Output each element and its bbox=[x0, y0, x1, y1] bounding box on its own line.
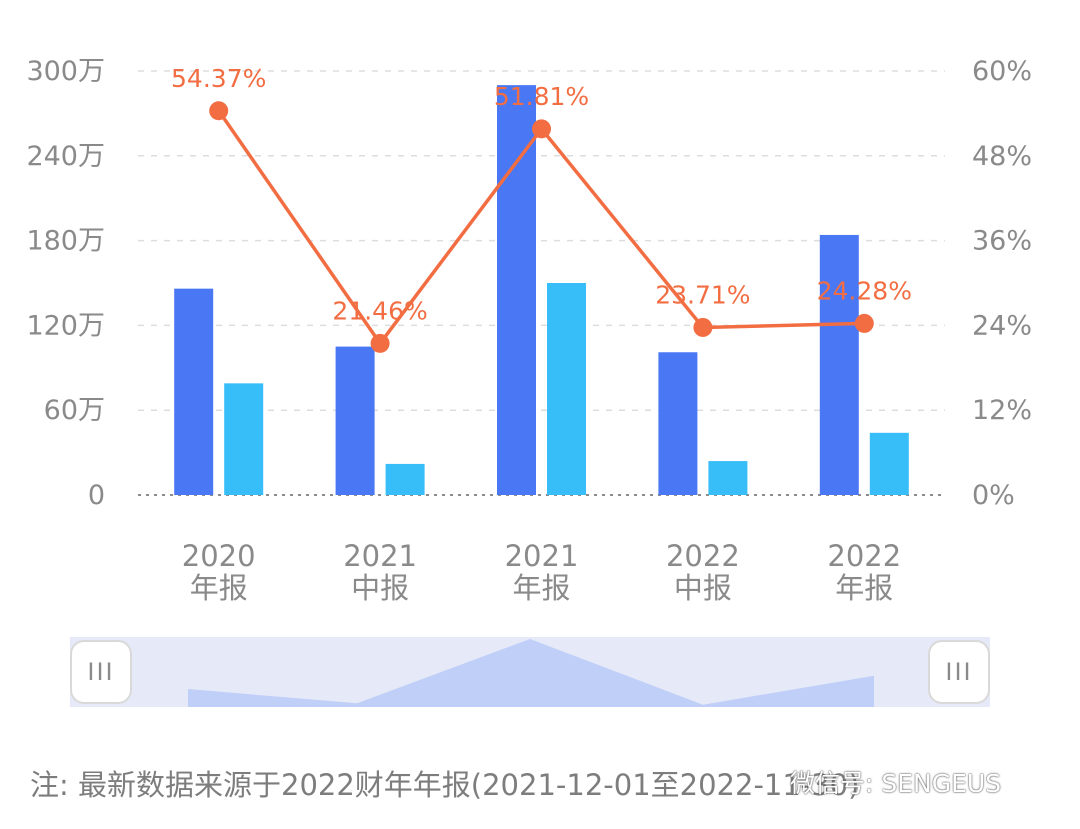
right-tick-label: 12% bbox=[972, 395, 1032, 426]
combo-chart: 0 60万 120万 180万 240万 300万 0% 12% 24% 36% 48% 60% 5… bbox=[26, 56, 1032, 605]
bars bbox=[174, 85, 909, 496]
category-label-year: 2022 bbox=[666, 539, 740, 573]
category-label-type: 年报 bbox=[512, 571, 570, 605]
footnote: 注: 最新数据来源于2022财年年报(2021-12-01至2022-11-30… bbox=[30, 768, 860, 802]
bar bbox=[708, 461, 748, 495]
data-label: 24.28% bbox=[817, 276, 912, 305]
left-tick-label: 300万 bbox=[26, 56, 105, 87]
left-tick-label: 120万 bbox=[26, 310, 105, 341]
line-point bbox=[209, 101, 229, 121]
category-label-year: 2022 bbox=[827, 539, 901, 573]
slider-preview bbox=[188, 639, 874, 707]
right-axis: 0% 12% 24% 36% 48% 60% bbox=[972, 56, 1032, 511]
category-label-year: 2021 bbox=[343, 539, 417, 573]
data-label: 54.37% bbox=[171, 64, 266, 93]
bar bbox=[224, 383, 264, 495]
zoom-slider[interactable]: III III bbox=[70, 637, 990, 707]
slider-area bbox=[188, 639, 874, 707]
bar bbox=[547, 283, 586, 495]
left-tick-label: 180万 bbox=[26, 226, 105, 257]
category-label-type: 中报 bbox=[674, 571, 732, 605]
bar bbox=[335, 346, 375, 495]
bar bbox=[869, 432, 909, 495]
category-label-type: 中报 bbox=[351, 571, 409, 605]
gridlines bbox=[138, 70, 945, 496]
left-axis: 0 60万 120万 180万 240万 300万 bbox=[26, 56, 105, 511]
category-label-type: 年报 bbox=[835, 571, 893, 605]
category-label-type: 年报 bbox=[190, 571, 248, 605]
ratio-line: 54.37% 21.46% 51.81% 23.71% 24.28% bbox=[171, 64, 912, 353]
bar bbox=[497, 85, 536, 495]
slider-left-handle[interactable]: III bbox=[70, 640, 132, 704]
line-point bbox=[854, 313, 874, 333]
line-path bbox=[217, 109, 865, 347]
slider-right-handle[interactable]: III bbox=[928, 640, 990, 704]
right-tick-label: 60% bbox=[972, 56, 1032, 87]
right-tick-label: 36% bbox=[972, 226, 1032, 257]
bar bbox=[658, 352, 698, 495]
bar bbox=[385, 463, 425, 495]
line-point bbox=[693, 317, 713, 337]
data-label: 21.46% bbox=[332, 296, 427, 325]
line-point bbox=[532, 119, 551, 139]
left-tick-label: 240万 bbox=[26, 141, 105, 172]
right-tick-label: 48% bbox=[972, 141, 1032, 172]
category-label-year: 2020 bbox=[182, 539, 256, 573]
watermark: 微信号: SENGEUS bbox=[790, 769, 1002, 798]
right-tick-label: 24% bbox=[972, 310, 1032, 341]
data-label: 51.81% bbox=[494, 82, 589, 111]
left-tick-label: 0 bbox=[88, 480, 105, 511]
line-point bbox=[370, 333, 390, 353]
bar bbox=[819, 234, 859, 496]
right-tick-label: 0% bbox=[972, 480, 1015, 511]
category-label-year: 2021 bbox=[505, 539, 579, 573]
left-tick-label: 60万 bbox=[44, 395, 105, 426]
data-label: 23.71% bbox=[655, 280, 750, 309]
bar bbox=[174, 288, 214, 495]
